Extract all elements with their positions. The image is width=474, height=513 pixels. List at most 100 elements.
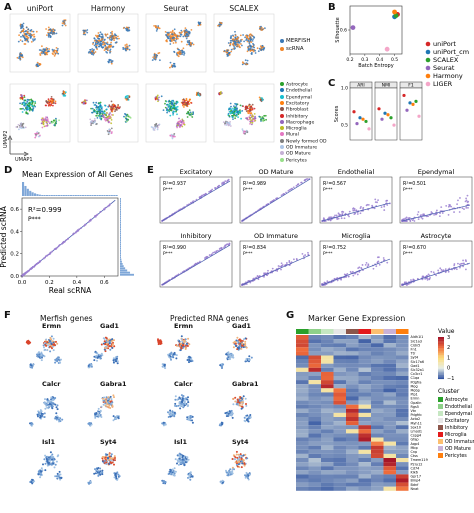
svg-text:P***: P*** bbox=[243, 187, 253, 193]
panel-f-gene-label: Calcr bbox=[42, 380, 61, 388]
panel-f-predicted-map bbox=[219, 336, 253, 369]
panel-f-gene-label: Gabra1 bbox=[232, 380, 259, 388]
panel-f-right-title: Predicted RNA genes bbox=[170, 314, 249, 323]
panel-f-gene-label: Gabra1 bbox=[100, 380, 127, 388]
legend-celltype-item: Newly formed OD bbox=[280, 138, 327, 144]
point-seurat bbox=[350, 25, 356, 30]
panel-label-e: E bbox=[147, 165, 154, 176]
panel-f-gene-label: Syt4 bbox=[232, 438, 249, 446]
embedding-celltype-0 bbox=[9, 83, 71, 143]
panel-label-c: C bbox=[328, 78, 336, 89]
svg-text:LIGER: LIGER bbox=[433, 80, 453, 88]
svg-text:NMI: NMI bbox=[382, 83, 391, 89]
svg-text:P***: P*** bbox=[403, 187, 413, 193]
panel-label-d: D bbox=[4, 165, 13, 176]
svg-text:ARI: ARI bbox=[357, 83, 365, 89]
svg-text:F1: F1 bbox=[408, 83, 414, 89]
svg-text:R²=0.999: R²=0.999 bbox=[28, 206, 62, 214]
svg-text:Predicted scRNA: Predicted scRNA bbox=[0, 205, 8, 267]
panel-label-b: B bbox=[328, 2, 336, 13]
panel-f-predicted-map bbox=[161, 394, 194, 427]
svg-text:R²=0.752: R²=0.752 bbox=[323, 245, 346, 251]
svg-text:SCALEX: SCALEX bbox=[433, 56, 459, 64]
panel-label-f: F bbox=[4, 310, 11, 321]
svg-text:0.6: 0.6 bbox=[10, 207, 19, 213]
point-harmony bbox=[392, 9, 397, 15]
svg-text:Seurat: Seurat bbox=[433, 64, 455, 72]
panel-g-title: Marker Gene Expression bbox=[308, 314, 406, 323]
panel-f-gene-label: Gad1 bbox=[232, 322, 251, 330]
svg-text:OD Mature: OD Mature bbox=[259, 168, 294, 176]
panel-label-a: A bbox=[4, 2, 12, 13]
svg-text:Endothelial: Endothelial bbox=[338, 168, 375, 176]
svg-text:Inhibitory: Inhibitory bbox=[181, 232, 212, 240]
svg-text:Batch Entropy: Batch Entropy bbox=[358, 63, 393, 69]
svg-text:0.4: 0.4 bbox=[72, 280, 81, 286]
svg-text:R²=0.834: R²=0.834 bbox=[243, 245, 266, 251]
svg-text:0.0: 0.0 bbox=[18, 280, 27, 286]
svg-text:Excitatory: Excitatory bbox=[180, 168, 213, 176]
panel-a-title-scalex: SCALEX bbox=[229, 4, 259, 13]
svg-text:OD Immature: OD Immature bbox=[254, 232, 298, 240]
svg-text:0.4: 0.4 bbox=[10, 229, 19, 235]
legend-celltype-item: Microglia bbox=[280, 126, 307, 132]
panel-f-gene-label: Ermn bbox=[42, 322, 62, 330]
svg-text:0.0: 0.0 bbox=[10, 274, 19, 280]
svg-text:uniPort_cm: uniPort_cm bbox=[433, 48, 469, 56]
svg-text:Microglia: Microglia bbox=[341, 232, 370, 240]
svg-text:0.2: 0.2 bbox=[346, 57, 353, 63]
svg-text:0.3: 0.3 bbox=[361, 57, 368, 63]
panel-a-title-uniport: uniPort bbox=[26, 4, 54, 13]
legend-celltype-item: OD Mature bbox=[280, 151, 311, 157]
panel-f-merfish-map bbox=[87, 394, 120, 427]
svg-text:R²=0.567: R²=0.567 bbox=[323, 181, 346, 187]
svg-text:P***: P*** bbox=[403, 251, 413, 257]
legend-modality-scrna: scRNA bbox=[280, 46, 304, 52]
panel-f-gene-label: Gad1 bbox=[100, 322, 119, 330]
svg-text:P***: P*** bbox=[323, 251, 333, 257]
svg-text:Real scRNA: Real scRNA bbox=[49, 286, 92, 295]
embedding-modality-1 bbox=[77, 13, 139, 73]
panel-f-merfish-map bbox=[29, 396, 64, 427]
panel-f-gene-label: Calcr bbox=[174, 380, 193, 388]
embedding-celltype-1 bbox=[77, 83, 139, 143]
panel-a-title-seurat: Seurat bbox=[163, 4, 189, 13]
panel-f-gene-label: Syt4 bbox=[100, 438, 117, 446]
panel-a-axis-x: UMAP1 bbox=[15, 157, 33, 163]
svg-text:0.4: 0.4 bbox=[376, 57, 383, 63]
svg-text:0.5: 0.5 bbox=[391, 57, 398, 63]
embedding-modality-2 bbox=[145, 13, 207, 73]
panel-f-predicted-map bbox=[219, 450, 251, 485]
legend-celltype-item: Macrophage bbox=[280, 119, 314, 125]
legend-celltype-item: OD Immature bbox=[280, 145, 317, 151]
legend-celltype-item: Ependymal bbox=[280, 94, 312, 100]
svg-text:R²=0.989: R²=0.989 bbox=[243, 181, 266, 187]
panel-f-predicted-map bbox=[218, 395, 252, 427]
panel-f-gene-label: Isl1 bbox=[42, 438, 56, 446]
panel-f-left-title: Merfish genes bbox=[40, 314, 93, 323]
point-scalex bbox=[393, 13, 399, 18]
svg-text:1.0: 1.0 bbox=[341, 86, 348, 92]
panel-label-g: G bbox=[286, 310, 295, 321]
svg-text:R²=0.670: R²=0.670 bbox=[403, 245, 426, 251]
svg-text:0.5: 0.5 bbox=[341, 123, 348, 129]
svg-text:Scores: Scores bbox=[334, 105, 340, 122]
svg-text:0.2: 0.2 bbox=[45, 280, 54, 286]
panel-f-merfish-map bbox=[87, 336, 119, 369]
panel-f-merfish-map bbox=[87, 452, 121, 485]
panel-b-scatter: 0.2 0.3 0.4 0.5 0.6 Batch Entropy Silhouette un… bbox=[335, 5, 469, 88]
panel-a-title-harmony: Harmony bbox=[90, 4, 126, 13]
svg-text:P***: P*** bbox=[28, 216, 41, 223]
panel-f-gene-label: Isl1 bbox=[174, 438, 188, 446]
legend-celltype-item: Inhibitory bbox=[280, 113, 308, 119]
svg-text:0.6: 0.6 bbox=[340, 28, 347, 34]
svg-text:Mean Expression of All Genes: Mean Expression of All Genes bbox=[22, 170, 133, 179]
